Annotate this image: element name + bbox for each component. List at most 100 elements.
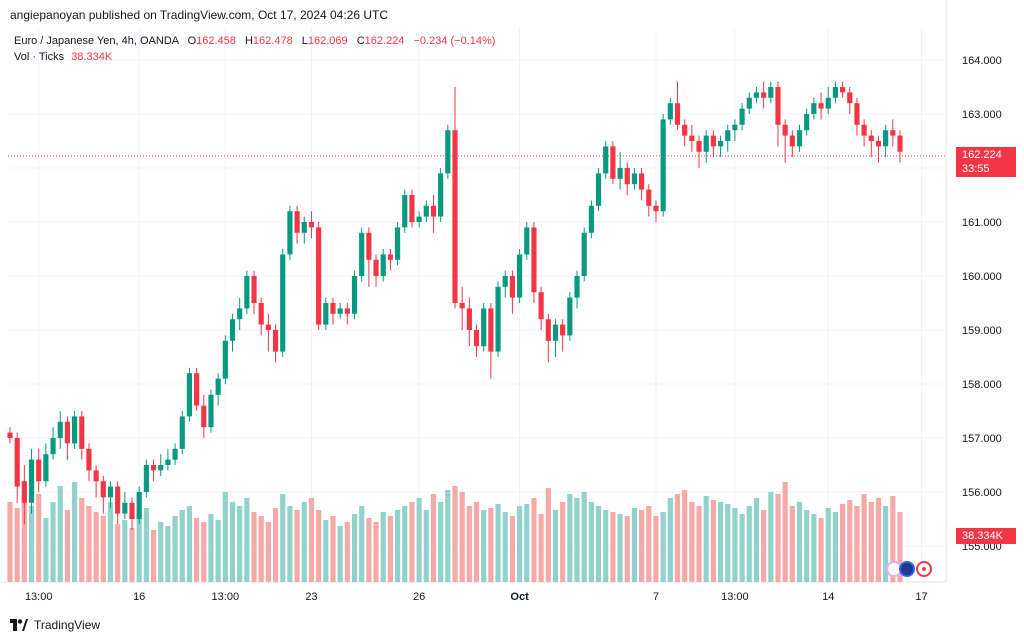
high-value: 162.478: [252, 35, 293, 47]
volume-bar: [646, 506, 652, 582]
candle-body: [115, 486, 121, 514]
volume-bar: [143, 508, 149, 582]
candle-body: [825, 97, 831, 109]
candle-body: [143, 465, 149, 492]
volume-bar: [753, 498, 760, 582]
volume-bar: [639, 510, 645, 582]
volume-bar: [739, 514, 745, 582]
y-tick-label: 164.000: [962, 55, 1002, 67]
candle-body: [251, 276, 257, 303]
candle-body: [280, 254, 286, 352]
candle-body: [761, 92, 767, 98]
volume-bar: [725, 504, 731, 582]
volume-bar: [517, 506, 523, 582]
volume-bar: [36, 494, 42, 582]
candle-body: [100, 481, 106, 498]
volume-bar: [818, 518, 824, 582]
candle-body: [172, 448, 178, 460]
volume-bar: [387, 516, 393, 582]
volume-bar: [717, 502, 724, 582]
volume-bar: [86, 506, 92, 582]
candle-body: [868, 135, 874, 141]
volume-bar: [337, 526, 343, 582]
volume-bar: [674, 494, 681, 582]
volume-bar: [804, 510, 810, 582]
candle-body: [237, 308, 243, 320]
candle-body: [129, 502, 135, 519]
volume-bar: [624, 516, 630, 582]
volume-bar: [244, 498, 250, 582]
candle-body: [832, 87, 838, 98]
candle-body: [473, 330, 480, 347]
volume-bar: [631, 508, 638, 582]
volume-bar: [165, 526, 171, 582]
volume-bar: [481, 510, 487, 582]
flag-event-icon[interactable]: [899, 561, 915, 577]
candle-body: [689, 135, 695, 141]
volume-bar: [502, 512, 508, 582]
tradingview-brand[interactable]: TradingView: [10, 618, 100, 632]
candle-body: [107, 486, 114, 498]
candle-body: [93, 470, 99, 482]
volume-bar: [696, 506, 702, 582]
candle-body: [330, 303, 336, 314]
candle-body: [409, 195, 415, 222]
candle-body: [581, 232, 587, 276]
volume-bar: [201, 522, 207, 582]
candle-body: [674, 103, 681, 125]
volume-bar: [466, 506, 472, 582]
candle-body: [7, 432, 13, 438]
brand-name: TradingView: [34, 618, 101, 632]
candle-body: [423, 205, 429, 217]
candle-body: [466, 308, 472, 330]
candle-body: [43, 454, 49, 482]
volume-bar: [710, 500, 716, 582]
volume-bar: [50, 502, 56, 582]
candle-body: [359, 232, 365, 276]
candle-body: [667, 103, 673, 120]
volume-bar: [215, 520, 221, 582]
volume-bar: [229, 502, 236, 582]
candle-body: [323, 303, 329, 325]
candle-body: [746, 97, 752, 109]
volume-bar: [897, 512, 903, 582]
volume-bar: [57, 486, 63, 582]
candle-body: [402, 195, 408, 228]
candle-body: [308, 222, 315, 228]
volume-bar: [373, 522, 379, 582]
candle-body: [337, 308, 343, 314]
earnings-event-icon[interactable]: [916, 561, 932, 577]
candle-body: [818, 103, 824, 109]
candle-body: [883, 130, 889, 147]
candle-body: [373, 259, 379, 276]
candle-body: [445, 130, 451, 174]
candle-body: [158, 465, 164, 471]
volume-bar: [746, 506, 752, 582]
candle-body: [595, 173, 602, 206]
candle-body: [194, 373, 200, 406]
candle-body: [208, 394, 214, 428]
volume-bar: [660, 512, 666, 582]
volume-bar: [409, 502, 415, 582]
volume-bar: [567, 494, 573, 582]
volume-bar: [689, 502, 695, 582]
symbol-label[interactable]: Euro / Japanese Yen, 4h, OANDA: [14, 35, 179, 47]
candle-body: [839, 87, 846, 93]
y-tick-label: 158.000: [962, 379, 1002, 391]
volume-bar: [875, 498, 882, 582]
volume-bar: [194, 518, 200, 582]
candle-body: [710, 135, 716, 147]
volume-bar: [416, 498, 422, 582]
candle-body: [890, 130, 896, 136]
volume-tag: 38.334K: [956, 528, 1016, 544]
y-tick-label: 163.000: [962, 109, 1002, 121]
volume-bar: [107, 502, 114, 582]
candle-body: [660, 119, 666, 212]
volume-bar: [796, 502, 803, 582]
tradingview-logo-icon: [10, 619, 28, 631]
volume-label[interactable]: Vol · Ticks: [14, 51, 65, 63]
volume-bar: [28, 506, 35, 582]
candle-body: [14, 438, 20, 487]
volume-bar: [21, 492, 27, 582]
